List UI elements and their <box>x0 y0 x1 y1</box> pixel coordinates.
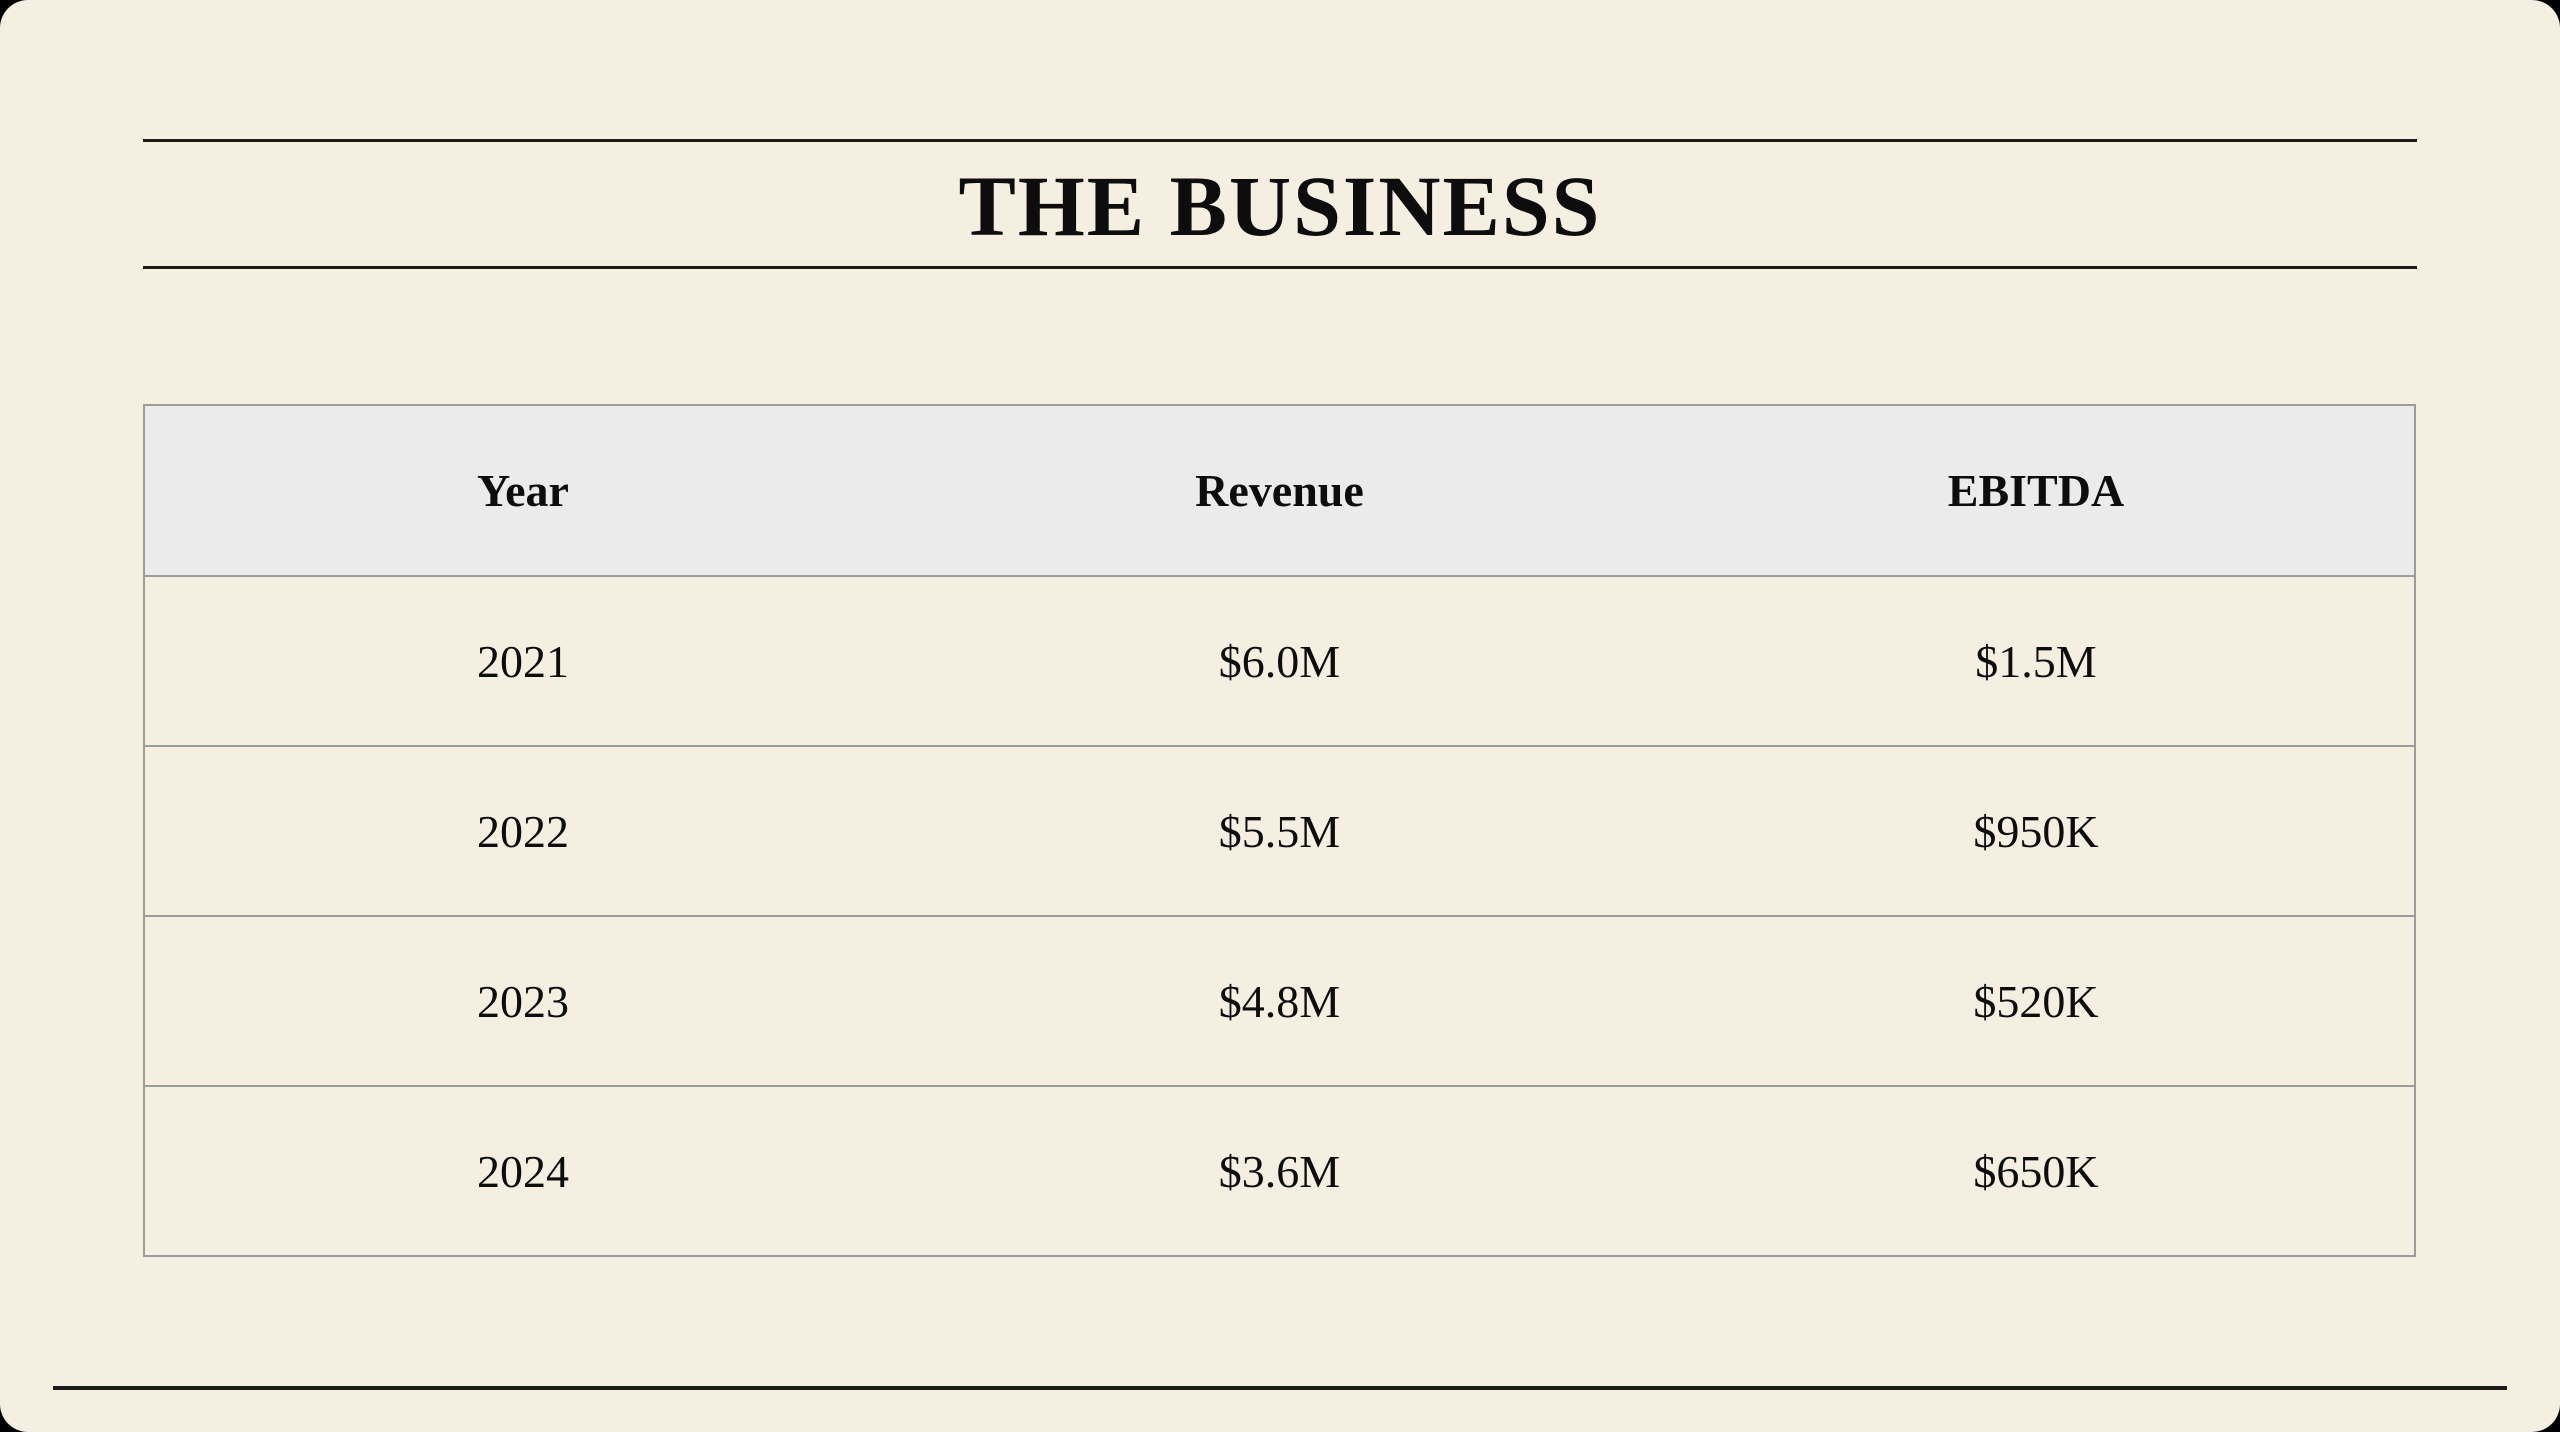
year-cell: 2023 <box>143 915 901 1087</box>
page-title: THE BUSINESS <box>958 158 1602 254</box>
financials-table-header: Year Revenue EBITDA <box>143 404 2416 577</box>
footer-rule <box>53 1386 2507 1390</box>
table-row: 2021 $6.0M $1.5M <box>143 575 2416 747</box>
title-block: THE BUSINESS <box>143 139 2417 269</box>
revenue-cell: $6.0M <box>901 575 1658 747</box>
year-cell: 2024 <box>143 1085 901 1257</box>
title-top-rule <box>143 139 2417 142</box>
ebitda-cell: $1.5M <box>1658 575 2416 747</box>
column-header-ebitda: EBITDA <box>1658 404 2416 577</box>
column-header-revenue: Revenue <box>901 404 1658 577</box>
financials-table-body: 2021 $6.0M $1.5M 2022 $5.5M $950K 2023 $… <box>143 575 2416 1257</box>
table-row: 2023 $4.8M $520K <box>143 915 2416 1087</box>
table-row: 2022 $5.5M $950K <box>143 745 2416 917</box>
ebitda-cell: $650K <box>1658 1085 2416 1257</box>
revenue-cell: $5.5M <box>901 745 1658 917</box>
revenue-cell: $4.8M <box>901 915 1658 1087</box>
header-row: Year Revenue EBITDA <box>143 404 2416 577</box>
ebitda-cell: $950K <box>1658 745 2416 917</box>
column-header-year: Year <box>143 404 901 577</box>
title-bottom-rule <box>143 266 2417 269</box>
table-row: 2024 $3.6M $650K <box>143 1085 2416 1257</box>
year-cell: 2022 <box>143 745 901 917</box>
revenue-cell: $3.6M <box>901 1085 1658 1257</box>
financials-table: Year Revenue EBITDA 2021 $6.0M $1.5M 202… <box>143 404 2416 1257</box>
year-cell: 2021 <box>143 575 901 747</box>
ebitda-cell: $520K <box>1658 915 2416 1087</box>
